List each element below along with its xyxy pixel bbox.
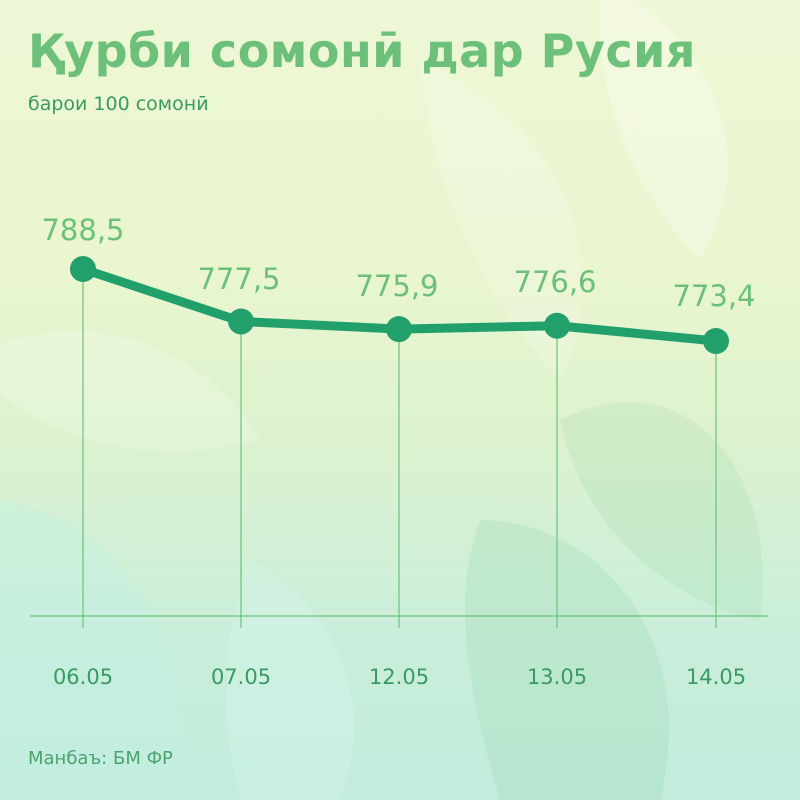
source-note: Манбаъ: БМ ФР — [28, 748, 173, 769]
data-label: 788,5 — [41, 213, 124, 247]
data-point — [386, 316, 412, 343]
chart-subtitle: барои 100 сомонӣ — [28, 93, 209, 115]
data-point — [228, 308, 254, 335]
x-tick-label: 12.05 — [369, 665, 429, 689]
data-label: 777,5 — [197, 262, 280, 296]
data-point — [544, 312, 570, 339]
x-tick-label: 14.05 — [686, 665, 746, 689]
x-tick-label: 06.05 — [53, 665, 113, 689]
x-tick-label: 07.05 — [211, 665, 271, 689]
data-label: 773,4 — [672, 279, 755, 313]
data-label: 775,9 — [355, 269, 438, 303]
data-point — [703, 328, 729, 354]
data-label: 776,6 — [513, 265, 596, 299]
data-point — [70, 256, 96, 282]
x-tick-label: 13.05 — [527, 665, 587, 689]
chart-title: Қурби сомонӣ дар Русия — [28, 24, 696, 78]
